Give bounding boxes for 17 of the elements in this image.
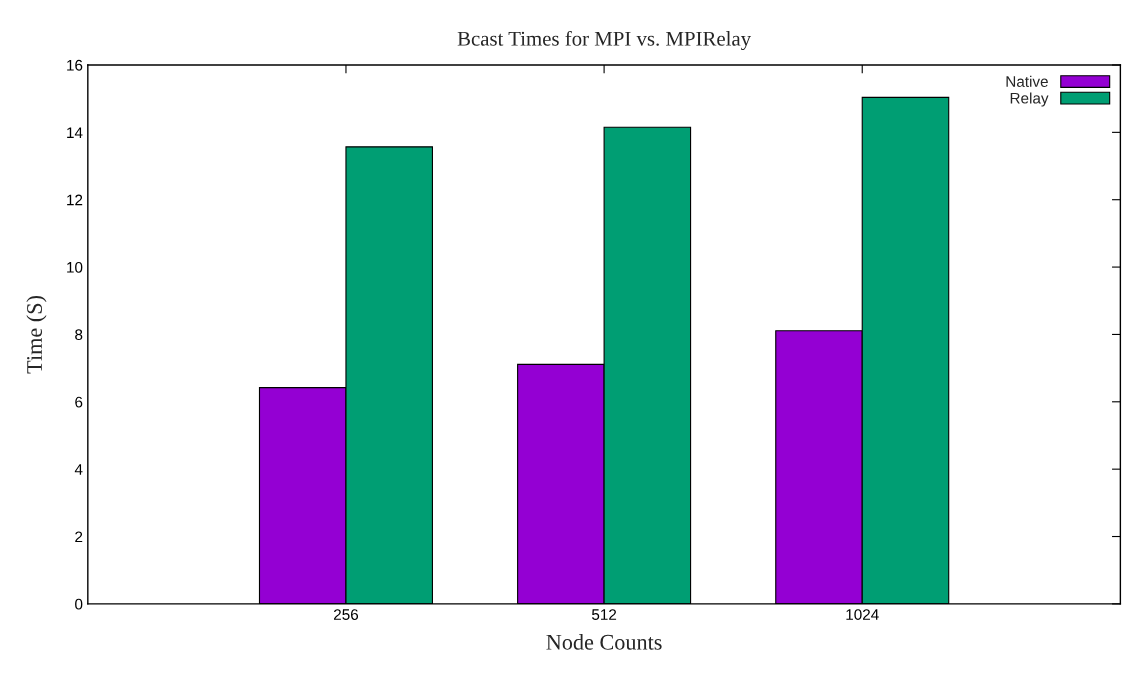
y-tick-label: 6 — [75, 396, 83, 408]
y-tick-label: 2 — [75, 531, 83, 543]
y-tick-label: 10 — [67, 261, 83, 273]
y-tick-label: 14 — [67, 127, 83, 138]
y-tick-label: 12 — [67, 194, 83, 206]
x-tick-label: 1024 — [846, 609, 879, 620]
legend-label: Native — [1006, 75, 1048, 87]
y-axis-title: Time (S) — [26, 296, 47, 374]
y-tick-label: 16 — [67, 59, 83, 71]
x-axis-title: Node Counts — [546, 634, 662, 650]
chart-title: Bcast Times for MPI vs. MPIRelay — [457, 30, 752, 51]
y-tick-label: 0 — [75, 598, 83, 610]
legend-label: Relay — [1010, 92, 1049, 107]
y-tick-label: 4 — [74, 464, 83, 475]
y-tick-label: 8 — [75, 329, 83, 341]
x-tick-label: 512 — [591, 609, 617, 620]
x-tick-label: 256 — [333, 609, 359, 620]
